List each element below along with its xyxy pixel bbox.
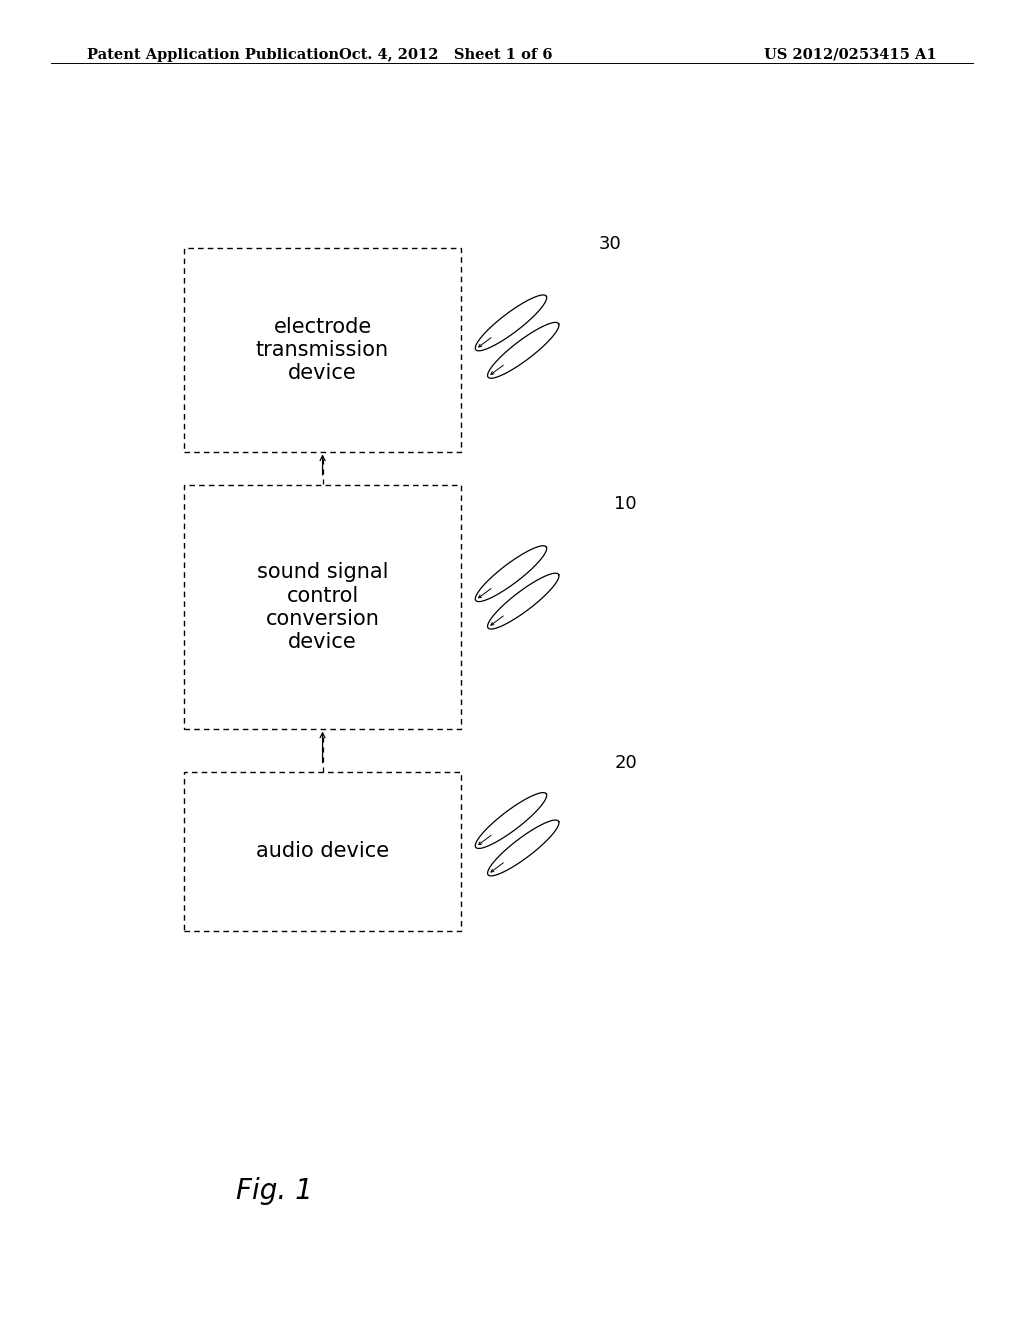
Text: Oct. 4, 2012   Sheet 1 of 6: Oct. 4, 2012 Sheet 1 of 6 [339,48,552,62]
Bar [184,484,461,729]
Text: 20: 20 [614,754,637,772]
Text: sound signal
control
conversion
device: sound signal control conversion device [257,562,388,652]
Bar [184,772,461,931]
Text: Patent Application Publication: Patent Application Publication [87,48,339,62]
Text: US 2012/0253415 A1: US 2012/0253415 A1 [764,48,937,62]
Text: 10: 10 [614,495,637,513]
Text: Fig. 1: Fig. 1 [236,1176,312,1205]
Text: audio device: audio device [256,841,389,862]
Text: 30: 30 [599,235,622,253]
Text: electrode
transmission
device: electrode transmission device [256,317,389,383]
Bar [184,248,461,451]
